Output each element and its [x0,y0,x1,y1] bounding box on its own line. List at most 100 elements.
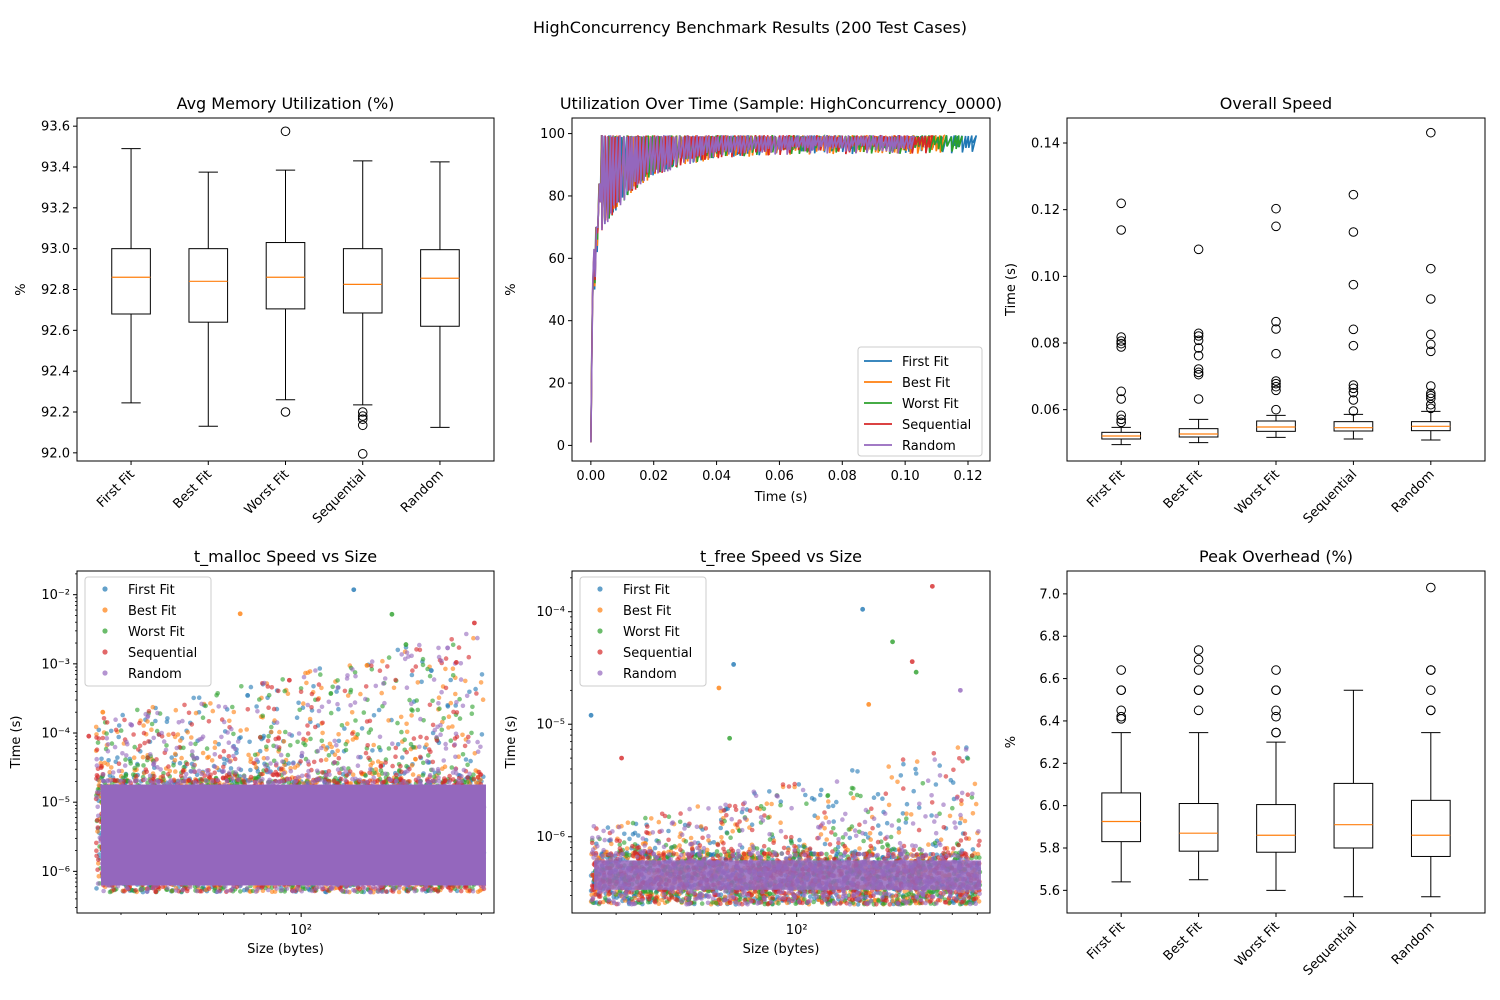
x-tick-label: 0.00 [576,469,605,484]
data-point [448,677,454,683]
subplot-title: Overall Speed [1220,94,1332,113]
data-point [288,743,293,748]
outlier-point [1271,385,1281,396]
data-point [395,742,401,747]
data-point [334,689,339,694]
data-point [375,759,381,764]
data-point [164,719,170,725]
y-tick-label: 0 [557,439,565,454]
data-point [260,713,266,719]
y-tick-label: 92.4 [41,365,70,380]
box-first-fit [111,148,151,404]
data-point [370,748,375,753]
data-point [257,735,263,740]
data-point [93,724,99,730]
series-line-random [590,135,915,443]
data-point [443,666,448,672]
data-point [286,780,292,786]
data-point [303,670,308,676]
outlier-point [1348,340,1359,351]
data-point [294,715,300,720]
data-point [141,763,146,768]
y-tick-label: 10⁻⁵ [41,796,70,811]
outlier-point [1271,324,1281,334]
data-point [417,647,423,653]
data-point [238,735,243,740]
outlier-point [1116,332,1126,342]
data-point [456,754,461,759]
data-point [320,730,325,736]
data-point [153,889,158,894]
data-point [304,680,309,686]
data-point [248,756,254,761]
y-tick-label: 92.6 [41,324,70,339]
data-point [336,732,341,737]
x-axis-label: Time (s) [754,490,808,505]
data-point [458,888,464,894]
outlier-point [1116,342,1126,352]
data-point [354,735,359,741]
data-point [116,734,121,740]
data-point [277,729,282,735]
data-point [335,678,340,683]
outlier-point [1271,221,1281,232]
outlier-point [1116,198,1126,209]
data-point [169,755,174,760]
outlier-point [280,407,291,417]
outlier-point [1348,406,1359,416]
x-tick-label: 0.02 [639,469,668,484]
data-point [394,772,399,778]
data-point [208,701,213,706]
data-point [173,707,179,713]
data-point [298,759,303,764]
data-point [173,769,178,774]
data-point [123,772,129,777]
data-point [479,732,485,737]
legend-frame [857,346,983,457]
data-point [269,724,274,730]
data-point [210,708,216,714]
data-point [460,752,466,757]
data-point [399,769,404,775]
box-first-fit [1101,198,1142,446]
outlier-point [1426,388,1436,399]
y-tick-label: 10⁻⁴ [41,727,70,742]
data-point [200,750,206,756]
data-point [121,779,127,784]
outlier-point [1426,263,1436,274]
data-point [150,704,156,710]
data-point [328,710,334,716]
data-point [142,740,147,746]
data-point [318,672,323,677]
data-point [206,719,212,724]
data-point [94,747,100,752]
y-tick-label: 92.8 [41,283,70,298]
data-point [133,888,138,893]
y-tick-label: 100 [540,127,565,142]
data-point [221,764,226,770]
data-point [427,673,433,679]
data-point [451,709,456,715]
data-point [166,732,171,737]
y-tick-label: 80 [548,189,565,204]
data-point [131,732,136,737]
data-point [178,738,183,743]
data-point [238,889,243,894]
data-point [398,714,404,720]
data-point [319,770,325,775]
data-point [94,848,99,853]
data-point [450,673,456,678]
y-tick-label: 93.2 [41,201,70,216]
y-tick-label: 0.10 [1031,270,1060,285]
figure-suptitle: HighConcurrency Benchmark Results (200 T… [533,18,967,37]
box-worst-fit [1256,203,1296,438]
outlier-point [1426,346,1436,357]
data-point [212,740,218,745]
box-sequential [342,160,383,459]
data-point [326,769,332,774]
data-point [185,730,190,735]
data-point [386,746,392,751]
data-point [135,763,141,768]
data-point [448,700,454,706]
